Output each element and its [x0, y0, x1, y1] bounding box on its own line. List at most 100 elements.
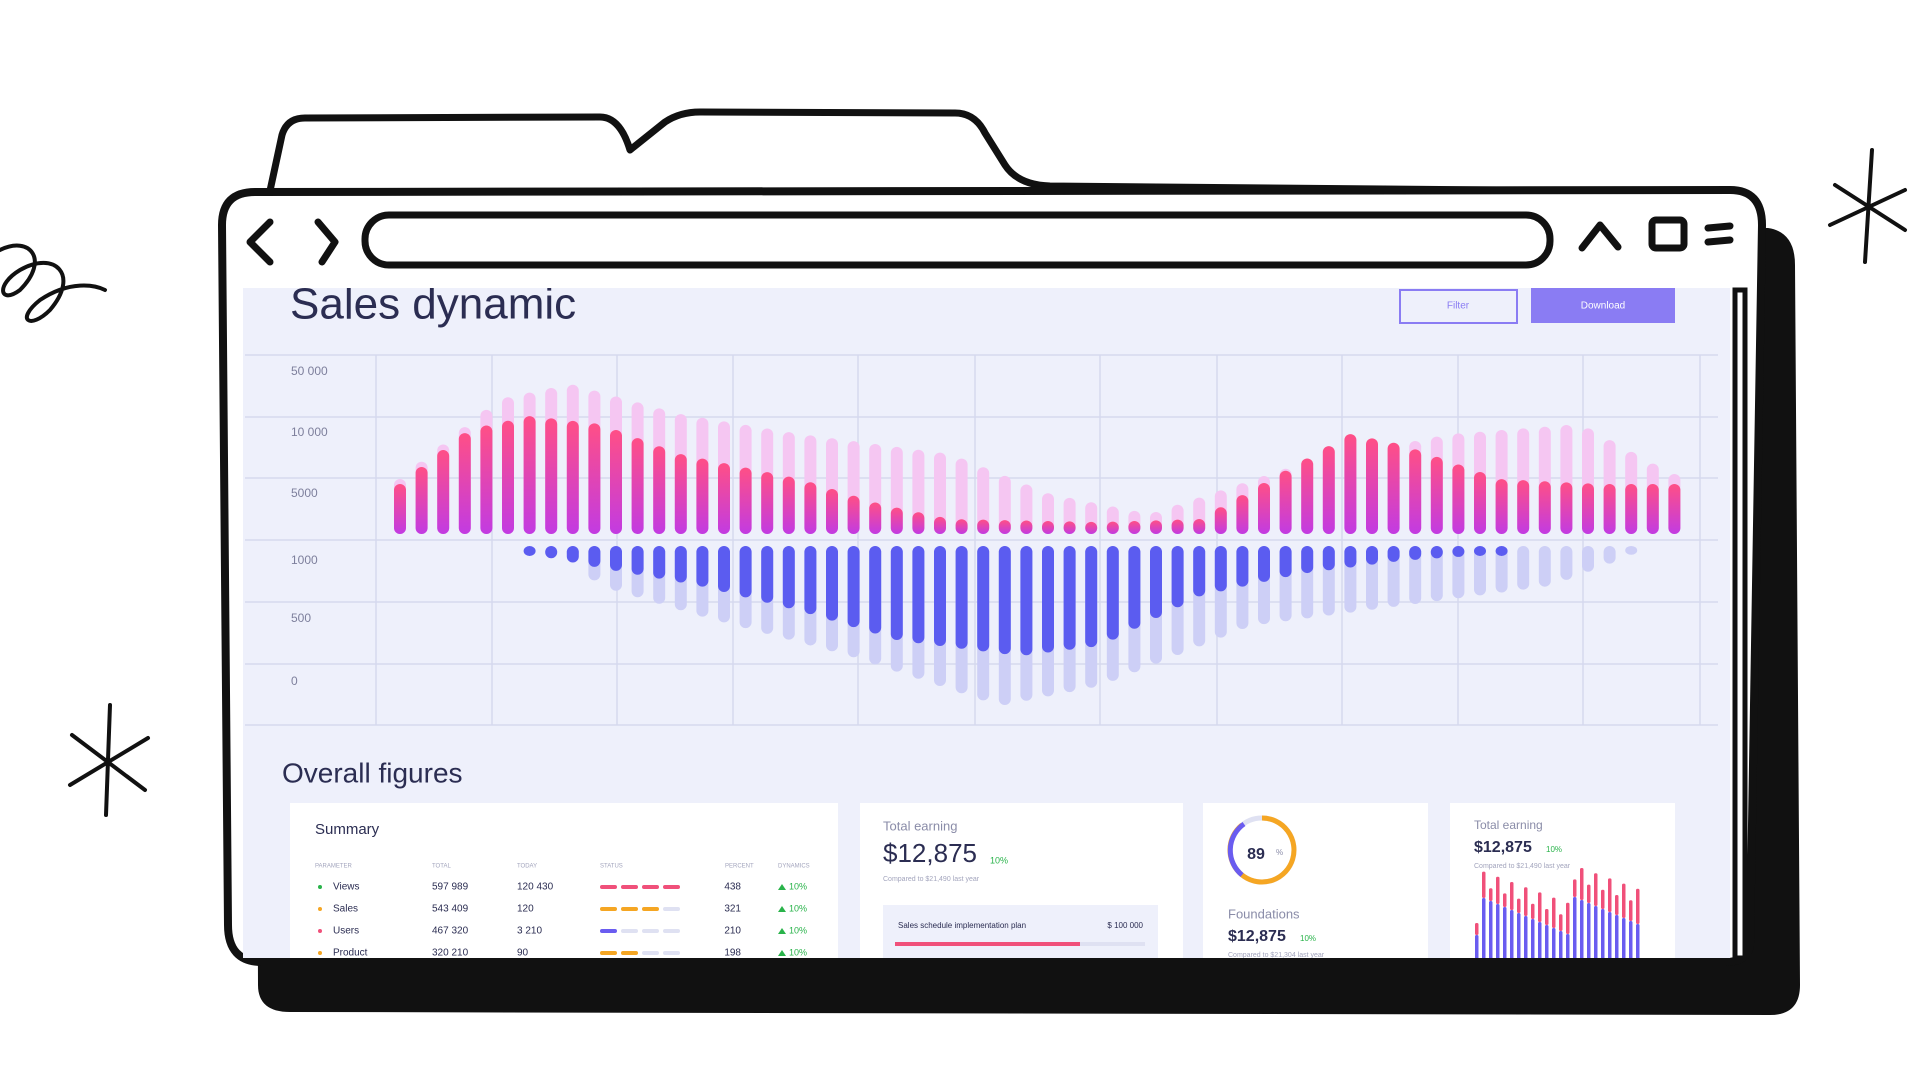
row-today: 120 430: [517, 882, 554, 893]
download-label: Download: [1581, 301, 1625, 312]
bar: [1560, 482, 1573, 534]
forward[interactable]: [314, 218, 339, 266]
summary-title: Summary: [315, 821, 380, 838]
mini-bar: [1503, 907, 1507, 958]
scroll-up[interactable]: [1578, 221, 1622, 252]
mini-bar: [1503, 893, 1507, 907]
bar: [804, 546, 817, 615]
mini-bar: [1531, 903, 1535, 919]
bar: [1538, 481, 1551, 534]
bar-bg: [1409, 546, 1422, 604]
status-bar: [663, 907, 680, 911]
filter-label: Filter: [1447, 301, 1470, 312]
bar: [1344, 434, 1357, 534]
bar-bg: [1387, 546, 1400, 607]
sales-chart: [394, 384, 1681, 706]
bar: [955, 546, 968, 649]
status-bar: [600, 907, 617, 911]
bar: [1042, 546, 1054, 653]
status-bar: [663, 885, 680, 889]
bar: [1387, 546, 1400, 562]
mini-bar: [1545, 909, 1549, 925]
mini-bar: [1629, 921, 1633, 958]
bar-bg: [1452, 546, 1465, 599]
bar: [1301, 458, 1314, 534]
status-bar: [600, 929, 617, 933]
bar: [502, 420, 514, 534]
bar: [1366, 546, 1378, 565]
bar: [934, 546, 946, 646]
bar: [545, 418, 558, 534]
page-title: Sales dynamic: [290, 280, 576, 329]
summary-card: [290, 803, 838, 958]
y-label: 500: [291, 611, 311, 625]
mini-bar: [1566, 934, 1570, 958]
mini-bar: [1629, 900, 1633, 921]
download-button[interactable]: [1531, 288, 1675, 323]
bar-bg: [1538, 546, 1551, 587]
bar: [696, 546, 709, 587]
bar: [826, 489, 838, 534]
bar: [1106, 546, 1119, 640]
bar: [912, 512, 925, 534]
bar: [437, 450, 450, 534]
bar-bg: [1474, 546, 1486, 596]
row-name: Product: [333, 948, 368, 959]
row-today: 3 210: [517, 926, 542, 937]
bar: [1430, 546, 1443, 559]
bar: [480, 425, 493, 534]
row-dot: [318, 929, 322, 933]
bar: [782, 546, 795, 609]
card-title: Total earning: [1474, 818, 1543, 832]
back[interactable]: [246, 218, 274, 266]
bar: [955, 519, 968, 534]
card-title: Total earning: [883, 818, 957, 833]
row-dot: [318, 885, 322, 889]
bar-bg: [955, 458, 968, 534]
row-today: 90: [517, 948, 529, 959]
mini-bar: [1601, 909, 1605, 958]
mini-bar: [1608, 878, 1612, 912]
bar: [1150, 546, 1162, 618]
window-button[interactable]: [1648, 216, 1688, 252]
row-percent: 321: [724, 904, 741, 915]
bar: [1063, 546, 1076, 650]
bar: [847, 495, 860, 534]
bar: [523, 546, 536, 556]
up-arrow: [778, 950, 786, 956]
bar: [869, 546, 882, 634]
plan-box: [883, 905, 1158, 958]
bar: [869, 502, 882, 534]
bar: [761, 472, 774, 534]
bar-bg: [1430, 546, 1443, 602]
bar: [1387, 442, 1400, 534]
menu-button[interactable]: [1704, 222, 1734, 246]
bar-bg: [1603, 546, 1616, 564]
bar: [653, 546, 666, 579]
bar: [1625, 484, 1638, 534]
plan-label: Sales schedule implementation plan: [898, 921, 1026, 930]
bar: [847, 546, 860, 628]
mini-bar: [1594, 906, 1598, 958]
filter-button[interactable]: [1399, 289, 1518, 324]
bar: [1603, 484, 1616, 534]
row-name: Views: [333, 882, 360, 893]
status-bar: [621, 951, 638, 955]
bar: [1193, 546, 1206, 597]
bar: [1128, 546, 1141, 629]
bar: [610, 430, 622, 534]
bar: [1042, 520, 1054, 534]
bar: [1474, 472, 1486, 534]
bar: [1646, 484, 1659, 534]
up-arrow: [778, 928, 786, 934]
bar: [912, 546, 925, 644]
browser-tabs: [264, 108, 1724, 204]
bar: [1171, 546, 1184, 608]
browser-controls: [246, 216, 1734, 266]
bar: [1322, 446, 1335, 534]
address-bar[interactable]: [361, 211, 1554, 269]
column-header: STATUS: [600, 864, 623, 870]
bar: [739, 546, 752, 598]
mini-bar: [1622, 918, 1626, 958]
bar: [1668, 484, 1681, 534]
